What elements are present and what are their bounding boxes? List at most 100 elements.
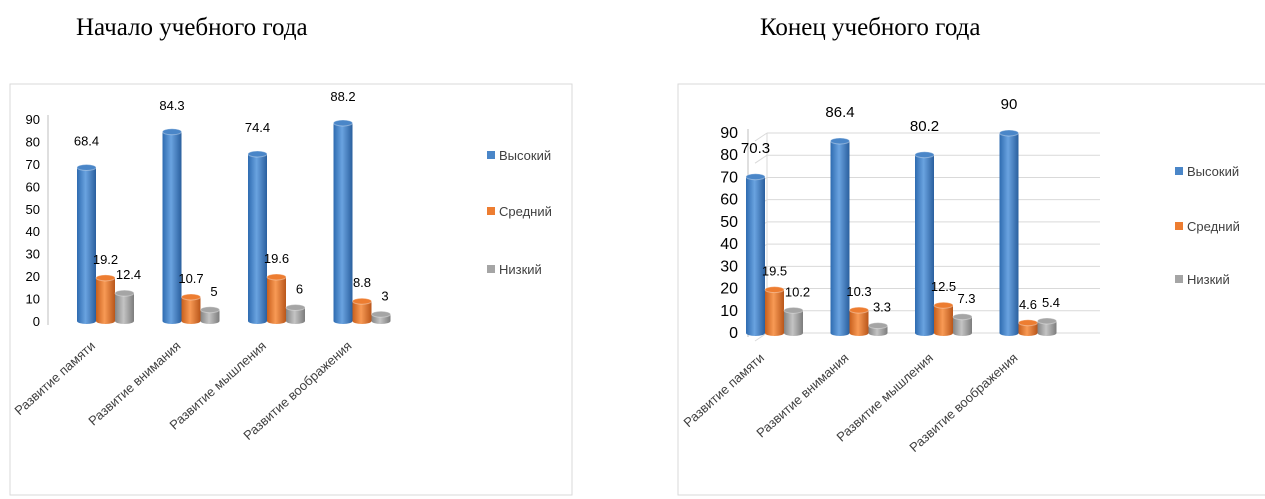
legend-swatch: [1175, 222, 1183, 230]
y-tick-label: 60: [720, 192, 738, 209]
bar-Низкий: [1037, 321, 1057, 336]
bar-top-Средний: [849, 306, 869, 314]
data-label: 68.4: [74, 133, 99, 148]
bar-Средний: [352, 301, 372, 324]
bar-Высокий: [915, 154, 934, 336]
bar-top-Средний: [352, 297, 372, 305]
data-label: 10.7: [178, 271, 203, 286]
y-tick-label: 30: [720, 258, 738, 275]
bar-top-Высокий: [76, 163, 97, 171]
bar-top-Низкий: [371, 310, 391, 318]
data-label: 19.6: [264, 251, 289, 266]
chart-1: 010203040506070809070.319.510.2Развитие …: [677, 83, 1265, 496]
y-tick-label: 30: [26, 247, 40, 262]
chart-0: 010203040506070809068.419.212.4Развитие …: [9, 83, 573, 496]
data-label: 70.3: [741, 140, 770, 157]
data-label: 5.4: [1042, 295, 1060, 310]
bar-top-Высокий: [745, 173, 766, 181]
bar-Средний: [96, 277, 115, 324]
y-tick-label: 20: [26, 269, 40, 284]
bar-top-Низкий: [114, 289, 135, 297]
data-label: 5: [210, 284, 217, 299]
data-label: 7.3: [957, 291, 975, 306]
bar-Высокий: [333, 123, 353, 324]
bar-top-Средний: [266, 273, 287, 281]
y-tick-label: 70: [720, 169, 738, 186]
bar-top-Высокий: [830, 137, 850, 145]
bar-Средний: [934, 305, 953, 336]
bar-Низкий: [953, 316, 972, 336]
legend-label: Низкий: [1187, 272, 1230, 287]
y-tick-label: 80: [26, 134, 40, 149]
y-tick-label: 80: [720, 147, 738, 164]
bar-Высокий: [746, 176, 765, 336]
bar-Высокий: [248, 154, 267, 324]
bar-Низкий: [200, 309, 220, 324]
legend-label: Высокий: [499, 148, 551, 163]
bar-Средний: [1018, 322, 1038, 336]
bar-top-Высокий: [999, 129, 1019, 137]
y-tick-label: 40: [26, 224, 40, 239]
legend-swatch: [487, 151, 495, 159]
y-tick-label: 40: [720, 236, 738, 253]
data-label: 6: [296, 282, 303, 297]
data-label: 10.2: [785, 284, 810, 299]
legend-label: Низкий: [499, 262, 542, 277]
gridline-depth: [754, 332, 768, 342]
bar-Низкий: [784, 310, 803, 336]
bar-Средний: [765, 289, 784, 336]
data-label: 90: [1001, 96, 1018, 113]
y-tick-label: 70: [26, 157, 40, 172]
chart-title-end: Конец учебного года: [760, 14, 981, 41]
y-tick-label: 10: [720, 303, 738, 320]
data-label: 19.2: [93, 252, 118, 267]
bar-top-Высокий: [162, 128, 182, 136]
data-label: 86.4: [825, 104, 854, 121]
bar-Высокий: [999, 133, 1019, 336]
bar-Низкий: [115, 293, 134, 324]
bar-top-Средний: [1018, 319, 1038, 327]
legend-label: Средний: [1187, 219, 1240, 234]
data-label: 3.3: [873, 300, 891, 315]
bar-Высокий: [77, 167, 96, 324]
data-label: 88.2: [330, 89, 355, 104]
bar-top-Высокий: [333, 119, 353, 127]
y-tick-label: 90: [720, 125, 738, 142]
y-tick-label: 90: [26, 112, 40, 127]
gridline-depth: [754, 154, 768, 164]
data-label: 12.4: [116, 267, 141, 282]
bar-top-Низкий: [783, 306, 804, 314]
bar-top-Средний: [764, 286, 785, 294]
bar-Средний: [181, 296, 201, 324]
data-label: 10.3: [846, 284, 871, 299]
chart-title-start: Начало учебного года: [76, 14, 308, 41]
data-label: 4.6: [1019, 297, 1037, 312]
bar-Высокий: [830, 141, 850, 336]
bar-top-Высокий: [914, 151, 935, 159]
data-label: 80.2: [910, 118, 939, 135]
bar-Средний: [267, 277, 286, 324]
legend-swatch: [1175, 275, 1183, 283]
y-tick-label: 20: [720, 281, 738, 298]
data-label: 19.5: [762, 264, 787, 279]
legend-label: Средний: [499, 204, 552, 219]
y-tick-label: 0: [33, 314, 40, 329]
bar-Средний: [849, 310, 869, 336]
legend-swatch: [487, 265, 495, 273]
data-label: 3: [381, 288, 388, 303]
legend-swatch: [1175, 167, 1183, 175]
bar-top-Низкий: [1037, 317, 1057, 325]
bar-top-Низкий: [952, 313, 973, 321]
data-label: 8.8: [353, 275, 371, 290]
gridline-depth: [754, 132, 768, 142]
y-tick-label: 10: [26, 292, 40, 307]
bar-Низкий: [286, 307, 305, 324]
y-tick-label: 50: [720, 214, 738, 231]
bar-top-Средний: [95, 274, 116, 282]
data-label: 74.4: [245, 120, 270, 135]
legend-swatch: [487, 207, 495, 215]
y-tick-label: 50: [26, 202, 40, 217]
bar-Высокий: [162, 131, 182, 324]
y-tick-label: 60: [26, 179, 40, 194]
